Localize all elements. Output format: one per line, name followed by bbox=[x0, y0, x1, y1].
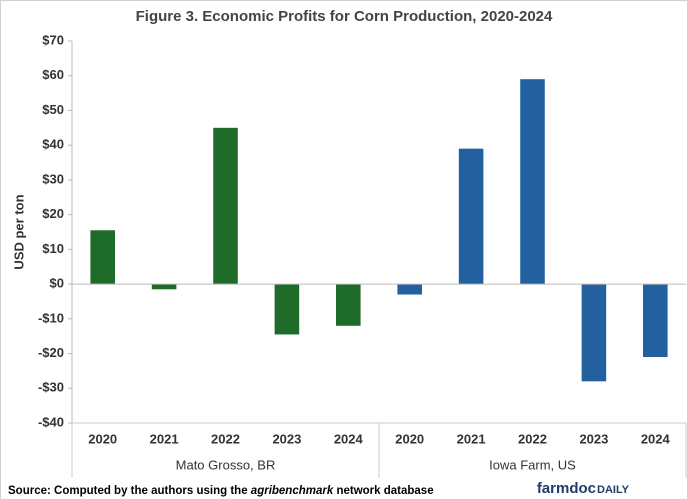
x-tick-label: 2024 bbox=[334, 431, 364, 446]
bar bbox=[90, 230, 115, 285]
x-tick-label: 2022 bbox=[518, 431, 547, 446]
x-tick-label: 2021 bbox=[150, 431, 179, 446]
y-tick-label: $10 bbox=[42, 241, 64, 256]
source: Source: Computed by the authors using th… bbox=[8, 485, 434, 497]
y-tick-label: $50 bbox=[42, 102, 64, 117]
bar bbox=[336, 284, 361, 326]
logo-sub: DAILY bbox=[597, 484, 630, 496]
source-suffix: network database bbox=[333, 485, 433, 497]
x-tick-label: 2023 bbox=[579, 431, 608, 446]
chart-title: Figure 3. Economic Profits for Corn Prod… bbox=[136, 8, 553, 25]
y-axis-label: USD per ton bbox=[11, 194, 26, 269]
bar bbox=[397, 284, 422, 295]
y-tick-label: $40 bbox=[42, 137, 64, 152]
y-tick-label: $60 bbox=[42, 67, 64, 82]
y-tick-label: $70 bbox=[42, 32, 64, 47]
bar bbox=[643, 284, 668, 358]
x-tick-label: 2023 bbox=[272, 431, 301, 446]
x-tick-label: 2020 bbox=[395, 431, 424, 446]
logo-main: farmdoc bbox=[537, 480, 596, 497]
source-italic: agribenchmark bbox=[251, 485, 334, 497]
y-tick-label: $20 bbox=[42, 206, 64, 221]
y-tick-label: -$40 bbox=[38, 414, 64, 429]
x-tick-label: 2024 bbox=[641, 431, 671, 446]
bar bbox=[274, 284, 300, 335]
y-tick-label: -$30 bbox=[38, 380, 64, 395]
bar bbox=[458, 148, 484, 285]
y-tick-label: $0 bbox=[50, 276, 64, 291]
bar bbox=[151, 284, 177, 290]
y-tick-label: -$10 bbox=[38, 310, 64, 325]
y-tick-label: -$20 bbox=[38, 345, 64, 360]
bar bbox=[213, 127, 238, 285]
group-label: Iowa Farm, US bbox=[489, 457, 576, 472]
x-tick-label: 2022 bbox=[211, 431, 240, 446]
x-tick-label: 2021 bbox=[457, 431, 486, 446]
bar bbox=[520, 79, 545, 285]
y-tick-label: $30 bbox=[42, 171, 64, 186]
x-tick-label: 2020 bbox=[88, 431, 117, 446]
bar bbox=[581, 284, 607, 382]
group-label: Mato Grosso, BR bbox=[176, 457, 276, 472]
source-prefix: Source: Computed by the authors using th… bbox=[8, 485, 251, 497]
